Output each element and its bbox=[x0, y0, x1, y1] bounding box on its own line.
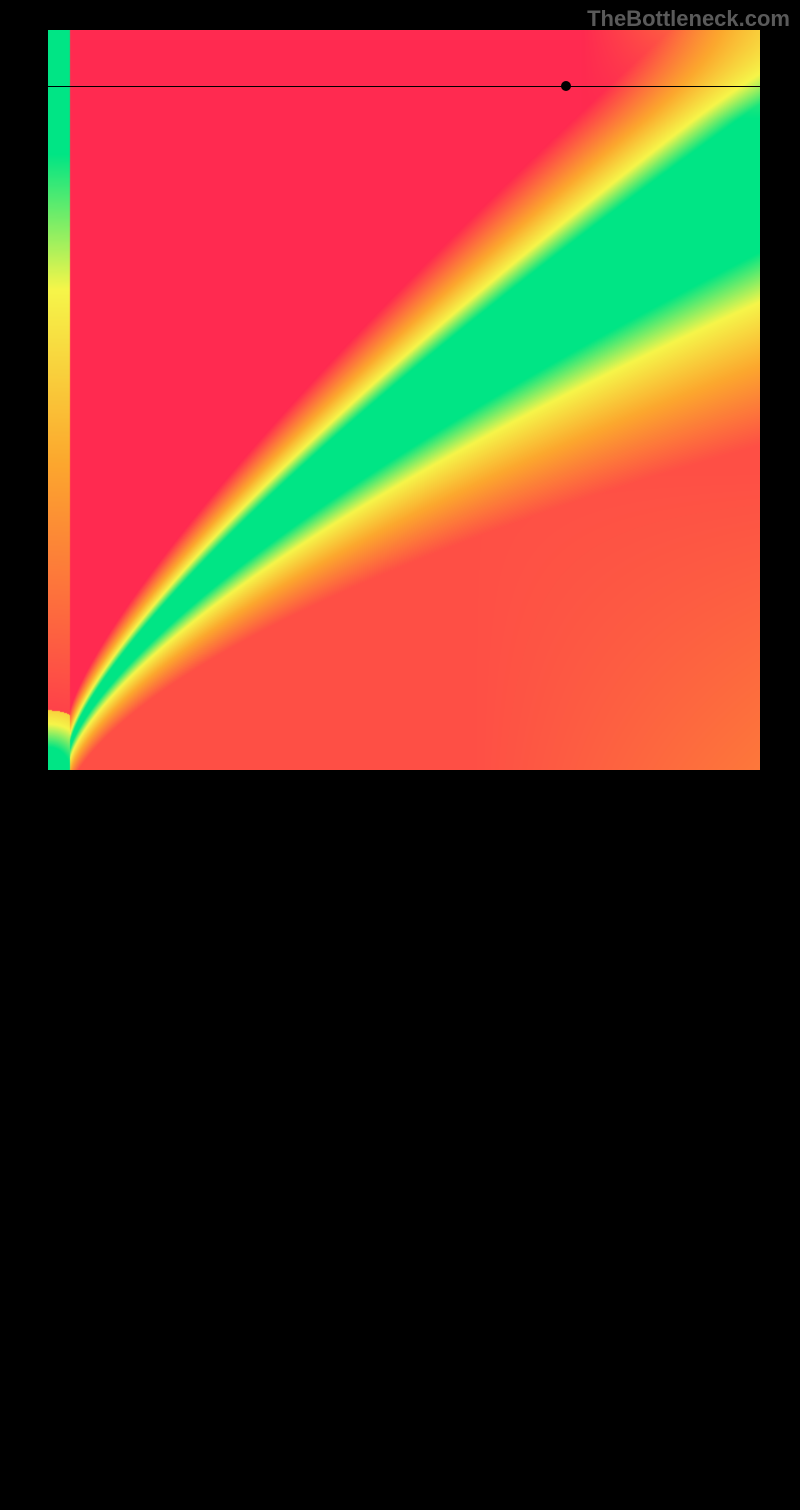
crosshair-horizontal bbox=[48, 86, 760, 87]
bottleneck-heatmap bbox=[48, 30, 760, 770]
crosshair-vertical bbox=[566, 770, 567, 1510]
marker-dot bbox=[561, 81, 571, 91]
watermark-text: TheBottleneck.com bbox=[587, 6, 790, 32]
chart-container bbox=[48, 30, 760, 770]
